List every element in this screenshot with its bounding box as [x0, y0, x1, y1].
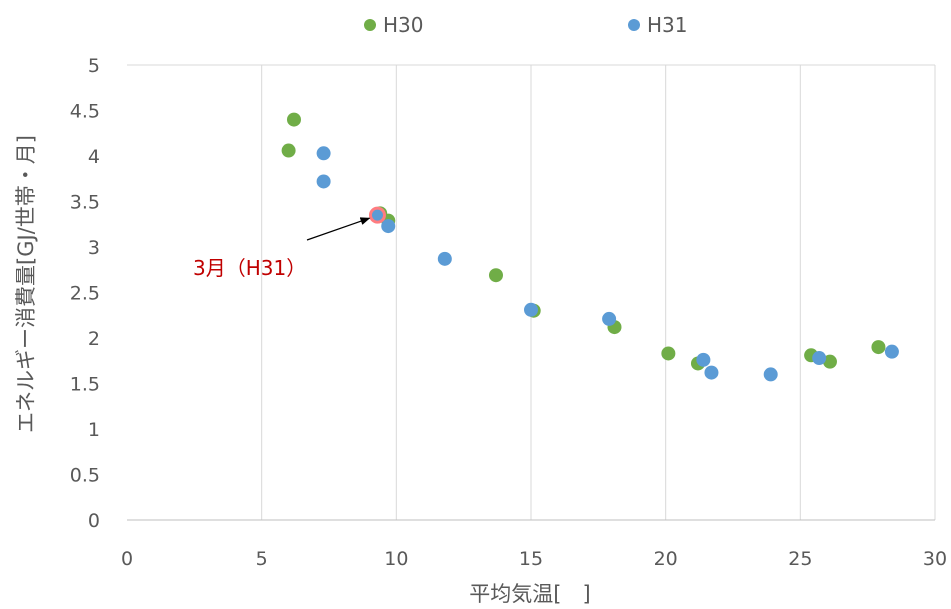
data-point-h31 — [696, 352, 711, 367]
data-point-h30 — [661, 346, 676, 361]
y-tick-label: 4 — [88, 146, 100, 168]
y-tick-label: 1 — [88, 419, 100, 441]
data-point-h31 — [524, 302, 538, 317]
x-tick-labels: 0 5 10 15 20 25 30 — [121, 548, 947, 570]
y-tick-labels: 0 0.5 1 1.5 2 2.5 3 3.5 4 4.5 5 — [70, 55, 100, 532]
y-tick-label: 2.5 — [70, 283, 100, 305]
y-tick-label: 2 — [88, 328, 100, 350]
data-point-h30 — [281, 143, 296, 158]
data-point-h31 — [763, 367, 778, 382]
y-tick-label: 4.5 — [70, 101, 100, 123]
x-tick-label: 20 — [654, 548, 678, 570]
data-point-h30 — [286, 112, 301, 127]
data-point-h30 — [488, 268, 503, 283]
data-point-h30 — [871, 340, 886, 355]
legend-label-h30: H30 — [383, 13, 424, 37]
data-point-h31 — [812, 351, 827, 366]
legend-marker-h30 — [364, 19, 376, 31]
data-point-h31 — [437, 251, 452, 266]
data-point-h31 — [884, 344, 899, 359]
y-tick-label: 5 — [88, 55, 100, 77]
data-point-h31 — [381, 219, 396, 234]
data-point-h31 — [602, 311, 617, 326]
data-point-h30 — [822, 354, 837, 369]
y-axis-title: エネルギー消費量[GJ/世帯・月] — [14, 135, 38, 433]
y-tick-label: 3 — [88, 237, 100, 259]
data-points — [281, 112, 899, 382]
y-tick-label: 3.5 — [70, 192, 100, 214]
annotation-label: 3月（H31） — [193, 256, 306, 280]
legend-label-h31: H31 — [647, 13, 688, 37]
x-tick-label: 5 — [256, 548, 268, 570]
x-tick-label: 10 — [384, 548, 408, 570]
data-point-h31 — [316, 146, 331, 161]
x-tick-label: 30 — [923, 548, 947, 570]
annotation-highlight-ring — [368, 206, 386, 224]
annotation-arrow — [306, 217, 371, 241]
y-tick-label: 1.5 — [70, 374, 100, 396]
legend-marker-h31 — [628, 19, 640, 31]
grid-lines — [127, 64, 936, 520]
y-tick-label: 0 — [88, 510, 100, 532]
data-point-h31 — [370, 208, 385, 223]
y-tick-label: 0.5 — [70, 465, 100, 487]
data-point-h31 — [316, 174, 331, 189]
x-tick-label: 15 — [519, 548, 543, 570]
data-point-h31 — [704, 365, 719, 380]
x-tick-label: 25 — [788, 548, 812, 570]
legend: H30 H31 — [364, 13, 688, 37]
annotation — [306, 206, 386, 241]
x-axis-title: 平均気温[ ] — [469, 582, 590, 606]
x-tick-label: 0 — [121, 548, 133, 570]
